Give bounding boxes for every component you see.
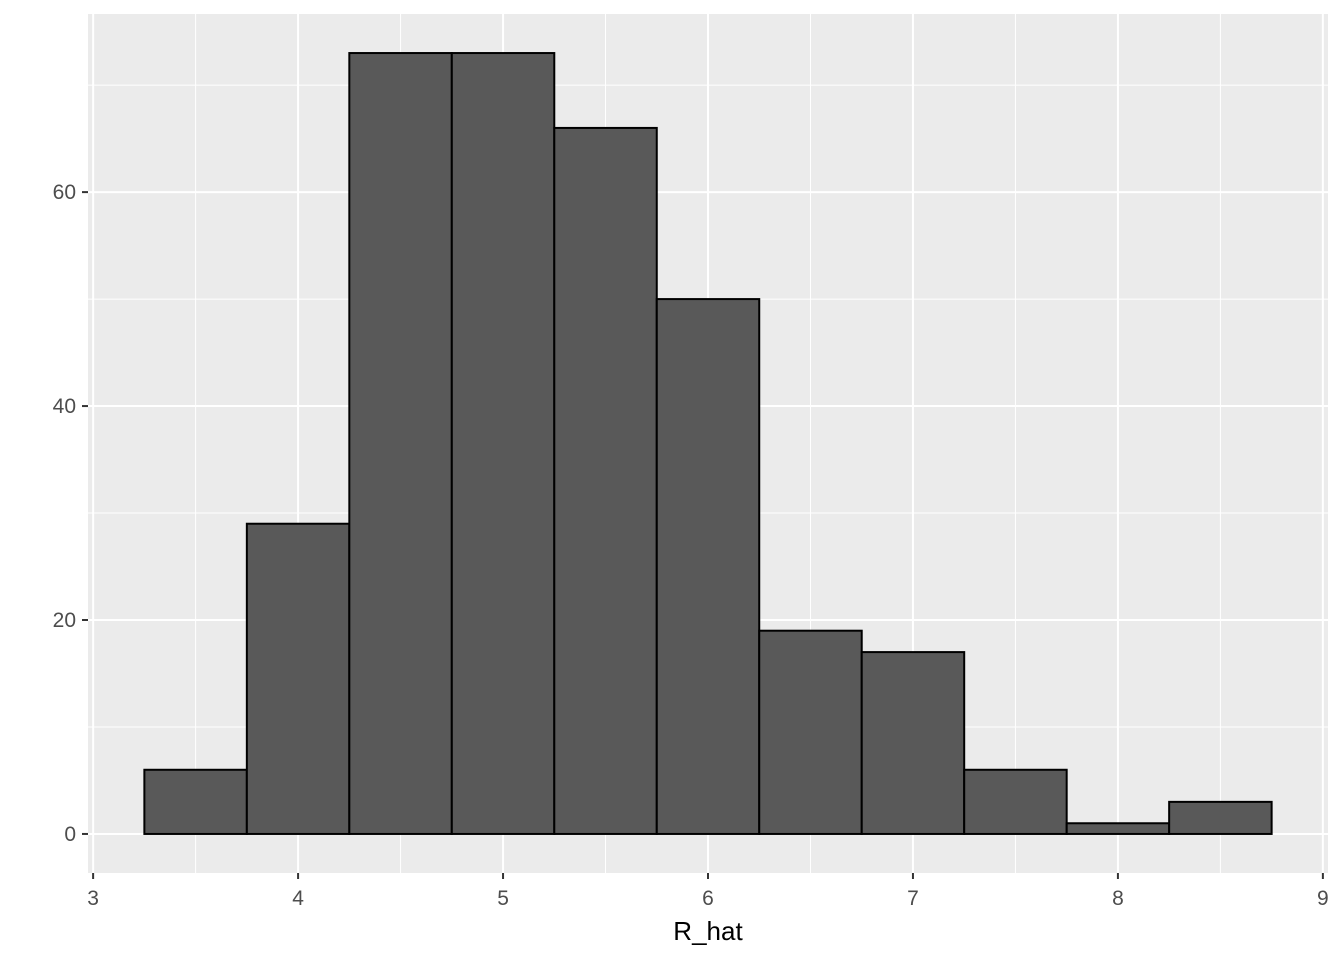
bar	[450, 52, 556, 835]
bar	[1065, 822, 1171, 835]
bar	[1168, 800, 1273, 835]
x-tick-label: 5	[497, 887, 509, 910]
bar	[758, 629, 863, 835]
x-tick-label: 7	[907, 887, 919, 910]
bar	[553, 126, 658, 835]
x-axis-title: R_hat	[673, 916, 743, 946]
x-tick-label: 6	[702, 887, 714, 910]
x-tick-label: 4	[292, 887, 304, 910]
y-tick-label: 20	[53, 609, 76, 632]
bar	[860, 651, 966, 835]
x-tick-label: 9	[1317, 887, 1329, 910]
x-tick-label: 8	[1112, 887, 1124, 910]
bar	[655, 298, 761, 835]
y-tick-label: 0	[64, 823, 76, 846]
bar	[143, 768, 248, 835]
bar	[348, 52, 453, 835]
bar	[963, 768, 1068, 835]
y-tick-label: 40	[53, 395, 76, 418]
bar	[245, 522, 351, 835]
x-tick-label: 3	[87, 887, 99, 910]
y-tick-label: 60	[53, 181, 76, 204]
